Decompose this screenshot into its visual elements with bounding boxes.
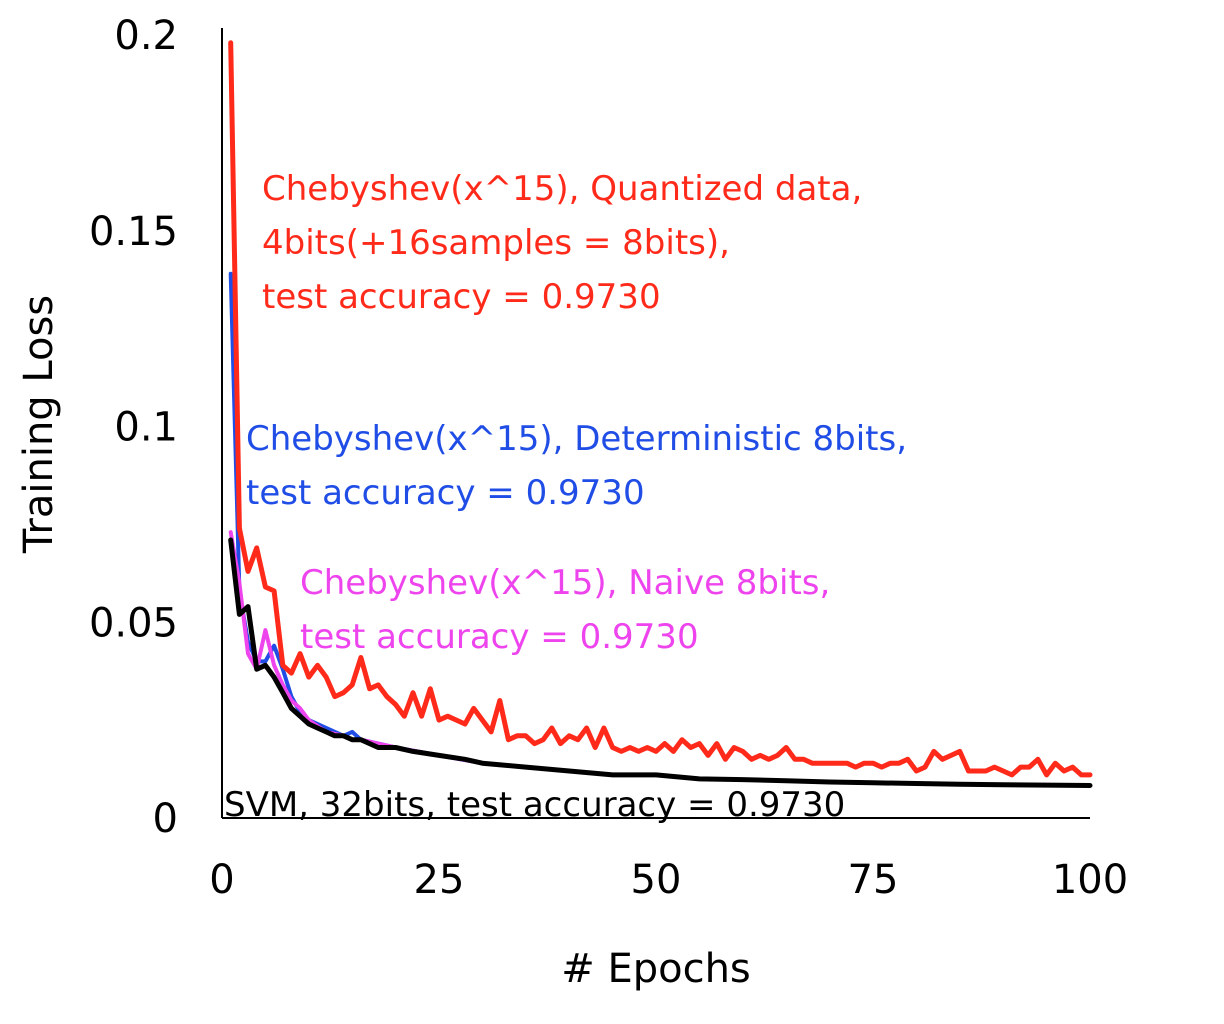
x-tick-labels: 0 25 50 75 100 <box>209 857 1128 903</box>
annotation-blue: test accuracy = 0.9730 <box>246 473 645 513</box>
y-tick-label: 0.2 <box>114 13 178 59</box>
annotation-magenta: test accuracy = 0.9730 <box>300 617 699 657</box>
x-axis-title: # Epochs <box>561 946 751 992</box>
annotation-red: Chebyshev(x^15), Quantized data, <box>262 169 862 209</box>
x-tick-label: 75 <box>848 857 899 903</box>
series-annotations: Chebyshev(x^15), Quantized data, 4bits(+1… <box>224 169 907 825</box>
y-axis-title: Training Loss <box>16 295 62 554</box>
y-tick-label: 0.1 <box>114 405 178 451</box>
y-tick-labels: 0 0.05 0.1 0.15 0.2 <box>89 13 178 842</box>
annotation-black: SVM, 32bits, test accuracy = 0.9730 <box>224 785 845 825</box>
x-tick-label: 50 <box>631 857 682 903</box>
x-tick-label: 100 <box>1052 857 1128 903</box>
series-layer <box>228 40 1093 788</box>
series-line-black <box>228 537 1093 788</box>
annotation-blue: Chebyshev(x^15), Deterministic 8bits, <box>246 419 907 459</box>
series-line-red <box>228 40 1093 778</box>
series-line-blue <box>228 271 1092 788</box>
y-tick-label: 0.15 <box>89 209 178 255</box>
y-tick-label: 0 <box>153 796 178 842</box>
x-tick-label: 0 <box>209 857 234 903</box>
annotation-magenta: Chebyshev(x^15), Naive 8bits, <box>300 563 830 603</box>
annotation-red: test accuracy = 0.9730 <box>262 277 661 317</box>
annotation-red: 4bits(+16samples = 8bits), <box>262 223 730 263</box>
x-tick-label: 25 <box>414 857 465 903</box>
y-tick-label: 0.05 <box>89 600 178 646</box>
